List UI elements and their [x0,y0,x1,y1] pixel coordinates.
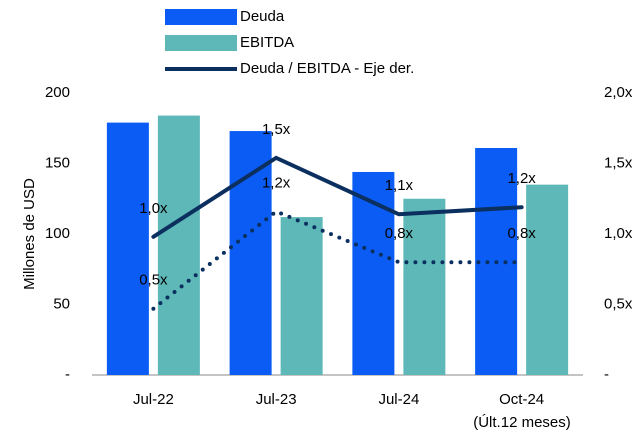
data-label: 1,2x [507,170,536,187]
bar [403,198,446,375]
data-label: 0,8x [507,225,536,242]
data-label: 1,2x [262,174,291,191]
legend-label: EBITDA [240,34,294,51]
line [151,155,524,239]
legend-label: Deuda / EBITDA - Eje der. [240,60,414,77]
x-tick-label: Jul-22 [133,391,174,408]
y-tick-label: 150 [45,154,70,171]
legend-swatch [165,9,237,25]
y2-tick-label: - [604,366,609,383]
y2-tick-label: 1,5x [604,154,633,171]
data-label: 1,0x [139,200,168,217]
y2-tick-label: 2,0x [604,84,633,101]
y-tick-label: 200 [45,84,70,101]
x-tick-label: Jul-23 [256,391,297,408]
data-label: 0,8x [385,225,414,242]
y-tick-label: - [65,366,70,383]
data-label: 1,5x [262,121,291,138]
y-tick-label: 50 [53,295,70,312]
legend-label: Deuda [240,8,285,25]
annotation: (Últ.12 meses) [473,414,571,431]
y2-tick-label: 0,5x [604,295,633,312]
y-tick-label: 100 [45,225,70,242]
y2-tick-label: 1,0x [604,225,633,242]
legend-swatch [165,35,237,51]
data-label: 1,1x [385,177,414,194]
y-axis-label: Millones de USD [21,178,38,290]
x-tick-label: Jul-24 [378,391,419,408]
x-tick-label: Oct-24 [499,391,544,408]
bar [280,217,323,375]
bar [157,115,200,375]
bar [106,122,149,375]
dotted-line [151,209,524,311]
bar [526,184,569,375]
bar [352,171,395,375]
bar [229,131,272,375]
data-label: 0,5x [139,272,168,289]
